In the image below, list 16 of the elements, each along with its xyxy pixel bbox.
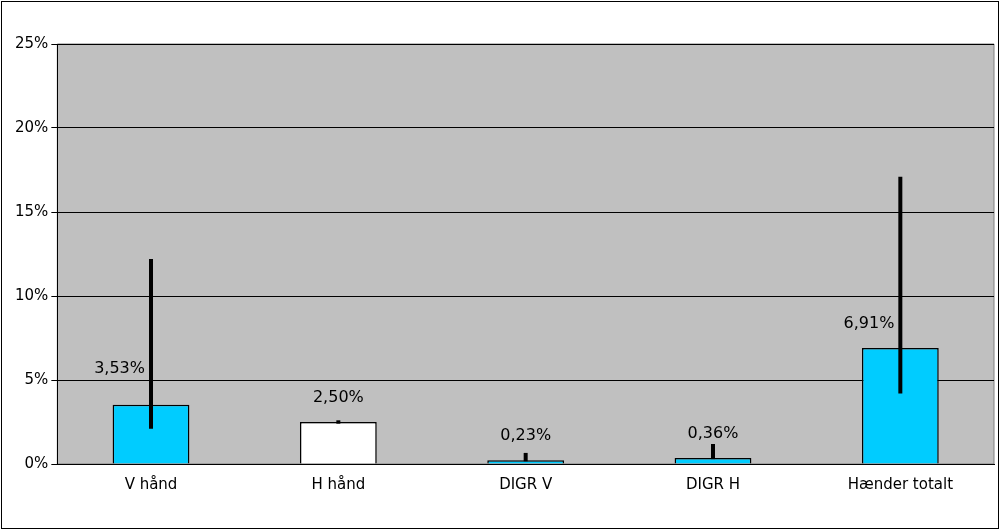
x-tick-label: DIGR H xyxy=(685,474,741,493)
x-tick-label: DIGR V xyxy=(499,474,553,493)
y-tick-label: 0% xyxy=(24,453,49,472)
y-tick-label: 5% xyxy=(24,369,49,388)
y-tick-label: 25% xyxy=(15,33,49,52)
data-label: 0,36% xyxy=(687,423,739,443)
data-label: 3,53% xyxy=(94,358,146,378)
x-tick-label: Hænder totalt xyxy=(847,474,954,493)
y-tick-label: 20% xyxy=(15,117,49,136)
x-tick-label: H hånd xyxy=(311,474,366,493)
data-label: 2,50% xyxy=(312,387,364,407)
data-label: 0,23% xyxy=(500,425,552,445)
data-label: 6,91% xyxy=(843,313,895,333)
y-tick-label: 10% xyxy=(15,285,49,304)
y-tick-label: 15% xyxy=(15,201,49,220)
x-tick-label: V hånd xyxy=(124,474,178,493)
